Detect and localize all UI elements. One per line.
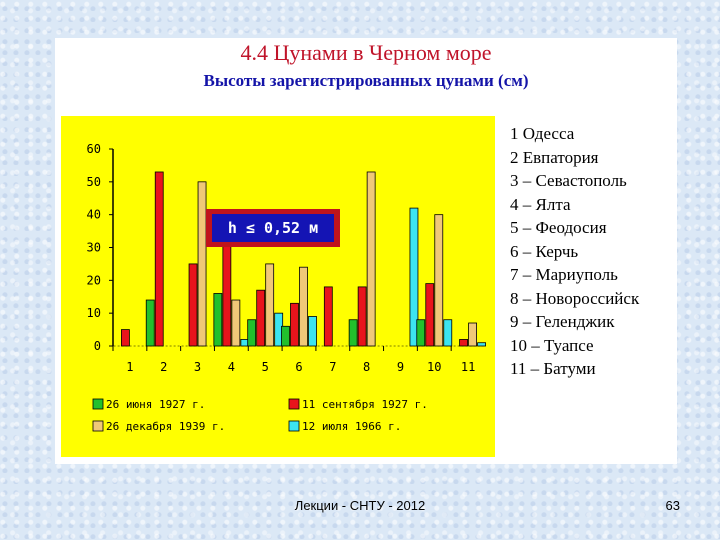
bar (348, 319, 358, 347)
x-tick-label: 6 (295, 360, 302, 374)
bar (357, 286, 367, 347)
bar (154, 171, 164, 347)
legend-label: 11 сентября 1927 г. (302, 398, 428, 411)
chart-subtitle: Высоты зарегистрированных цунами (см) (203, 71, 529, 90)
x-tick-label: 1 (126, 360, 133, 374)
annotation-box (212, 214, 334, 242)
x-tick-label: 2 (160, 360, 167, 374)
bar (231, 299, 241, 347)
annotation-text: h ≤ 0,52 м (228, 219, 318, 237)
city-list-item: 9 – Геленджик (510, 312, 615, 331)
slide: 4.4 Цунами в Черном море Высоты зарегист… (55, 38, 677, 464)
city-list: 1 Одесса 2 Евпатория 3 – Севастополь 4 – Ял… (510, 122, 680, 381)
y-tick-label: 10 (87, 306, 101, 320)
bar (281, 325, 290, 347)
y-tick-label: 30 (87, 241, 101, 255)
y-tick-label: 40 (87, 208, 101, 222)
bar (145, 299, 155, 347)
city-list-item: 7 – Мариуполь (510, 265, 618, 284)
bar (197, 181, 207, 347)
bar (308, 316, 317, 347)
city-list-item: 3 – Севастополь (510, 171, 627, 190)
bar (213, 293, 223, 347)
bar (290, 302, 299, 347)
bar-chart: 0 10 20 30 40 50 60 1 2 3 4 5 6 7 8 9 10 11 h ≤ 0,52 м 26… (87, 142, 486, 433)
city-list-item: 2 Евпатория (510, 147, 599, 167)
x-tick-label: 7 (329, 360, 336, 374)
bar (299, 266, 308, 347)
bar (222, 230, 232, 347)
city-list-item: 1 Одесса (510, 124, 575, 143)
x-tick-label: 5 (262, 360, 269, 374)
bar (459, 339, 468, 347)
x-tick-label: 8 (363, 360, 370, 374)
city-list-item: 6 – Керчь (510, 241, 579, 261)
slide-title: 4.4 Цунами в Черном море (240, 40, 492, 65)
legend-swatch (288, 398, 300, 410)
page-number: 63 (665, 498, 680, 513)
x-tick-label: 3 (194, 360, 201, 374)
bar (256, 289, 266, 347)
city-list-item: 11 – Батуми (510, 359, 596, 378)
x-tick-label: 4 (228, 360, 235, 374)
city-list-item: 4 – Ялта (510, 194, 571, 214)
bar (468, 322, 477, 347)
x-tick-label: 10 (427, 360, 441, 374)
bar (477, 342, 486, 347)
bar (366, 171, 376, 347)
city-list-item: 8 – Новороссийск (510, 288, 640, 308)
legend-label: 26 июня 1927 г. (106, 398, 205, 411)
legend-swatch (92, 420, 104, 432)
bar (121, 329, 130, 347)
y-tick-label: 20 (87, 273, 101, 287)
bar (409, 207, 419, 347)
chart-panel: 0 10 20 30 40 50 60 1 2 3 4 5 6 7 8 9 10 11 h ≤ 0,52 м 26… (61, 116, 495, 457)
x-tick-label: 9 (397, 360, 404, 374)
bar (247, 319, 257, 347)
bar (434, 214, 444, 347)
bar (425, 283, 435, 347)
legend-label: 12 июля 1966 г. (302, 420, 401, 433)
legend-label: 26 декабря 1939 г. (106, 420, 225, 433)
y-tick-label: 0 (94, 339, 101, 353)
y-tick-label: 50 (87, 175, 101, 189)
bar (416, 319, 426, 347)
x-tick-label: 11 (461, 360, 475, 374)
city-list-item: 10 – Туапсе (510, 335, 594, 355)
legend-swatch (92, 398, 104, 410)
legend-swatch (288, 420, 300, 432)
bar (443, 319, 453, 347)
bar (188, 263, 198, 347)
footer-text: Лекции - СНТУ - 2012 (294, 498, 426, 513)
y-tick-label: 60 (87, 142, 101, 156)
bar (323, 286, 333, 347)
bar (265, 263, 275, 347)
city-list-item: 5 – Феодосия (510, 218, 607, 237)
